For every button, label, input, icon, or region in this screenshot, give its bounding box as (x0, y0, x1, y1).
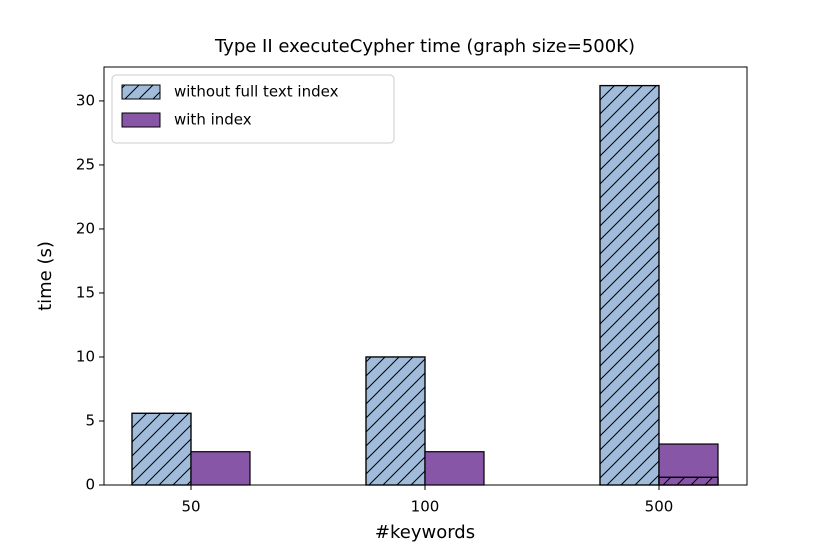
bar-hatch (131, 412, 192, 486)
legend-label: with index (174, 111, 252, 129)
legend-box (111, 74, 395, 144)
x-axis-label: #keywords (375, 522, 475, 543)
bar (190, 451, 251, 486)
y-tick-label: 10 (76, 347, 95, 365)
legend-label: without full text index (174, 83, 339, 101)
y-tick-label: 30 (76, 91, 95, 109)
legend-swatch-hatch (121, 84, 161, 100)
y-tick-label: 0 (85, 476, 95, 494)
y-tick-label: 25 (76, 155, 95, 173)
y-tick-label: 20 (76, 219, 95, 237)
y-tick-label: 5 (85, 411, 95, 429)
bar-hatch (365, 356, 426, 486)
x-tick-label: 500 (645, 498, 674, 516)
bar (424, 451, 485, 486)
y-axis-label: time (s) (35, 241, 56, 311)
y-tick-label: 15 (76, 283, 95, 301)
x-tick-label: 100 (411, 498, 440, 516)
bar-hatch (599, 84, 660, 486)
legend-swatch (121, 112, 161, 128)
plot-frame (103, 66, 748, 486)
bar-hatch (658, 476, 719, 486)
x-tick-label: 50 (181, 498, 200, 516)
chart-title: Type II executeCypher time (graph size=5… (214, 36, 635, 57)
